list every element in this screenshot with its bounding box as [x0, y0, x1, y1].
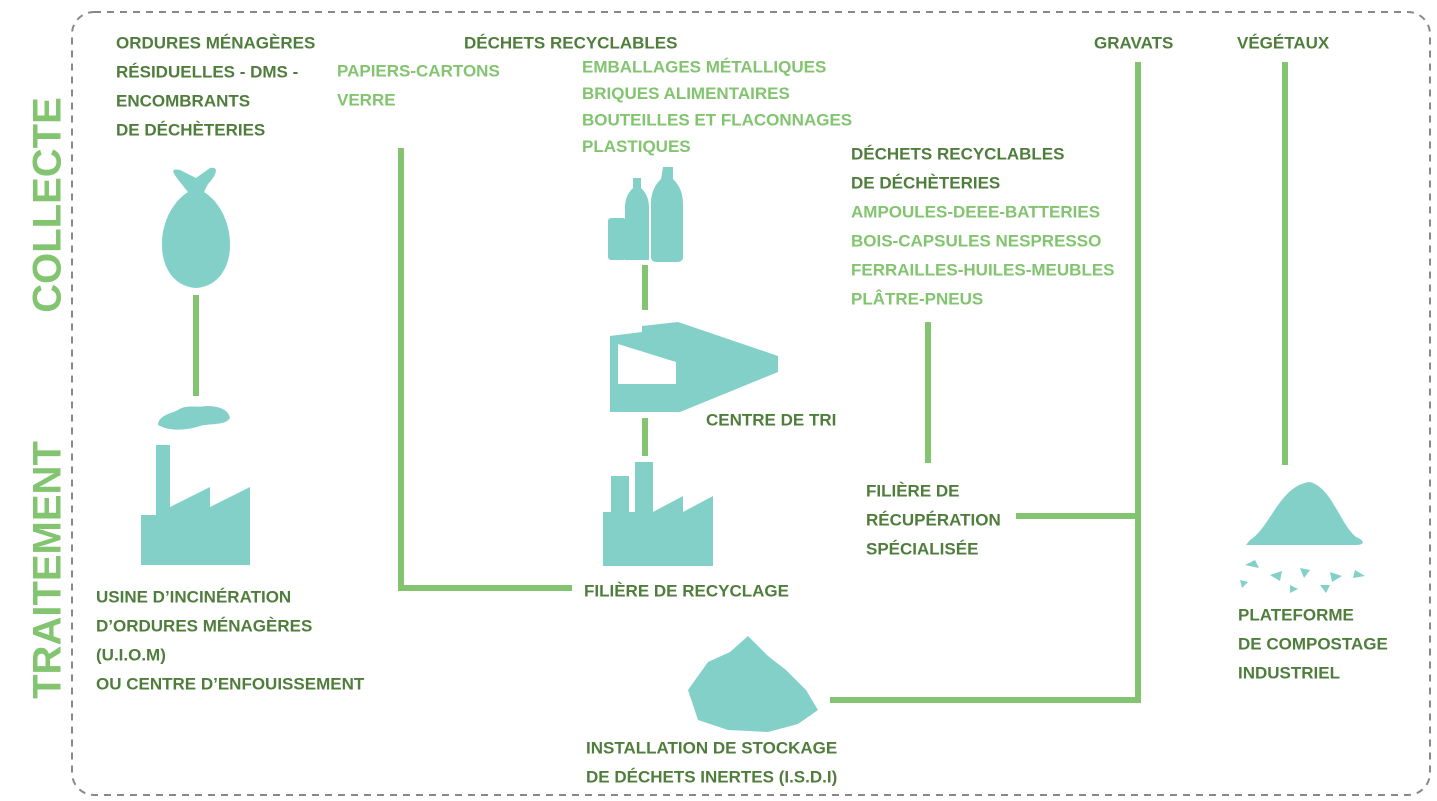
- diagram: COLLECTE TRAITEMENT ORDURES MÉNAGÈRES RÉS…: [0, 0, 1437, 801]
- label: DÉCHETS RECYCLABLES: [851, 144, 1064, 163]
- label: FILIÈRE DE: [866, 481, 960, 500]
- label: FERRAILLES-HUILES-MEUBLES: [851, 260, 1115, 279]
- label: USINE D’INCINÉRATION: [96, 587, 291, 606]
- icons: [141, 167, 1365, 732]
- label: DE DÉCHÈTERIES: [116, 120, 265, 139]
- label: BRIQUES ALIMENTAIRES: [582, 84, 790, 103]
- label: BOUTEILLES ET FLACONNAGES: [582, 110, 852, 129]
- label: OU CENTRE D’ENFOUISSEMENT: [96, 674, 365, 693]
- label: D’ORDURES MÉNAGÈRES: [96, 616, 312, 635]
- label: (U.I.O.M): [96, 645, 166, 664]
- label: ORDURES MÉNAGÈRES: [116, 33, 315, 52]
- label: SPÉCIALISÉE: [866, 539, 978, 558]
- label: AMPOULES-DEEE-BATTERIES: [851, 202, 1100, 221]
- side-label: TRAITEMENT: [26, 441, 70, 699]
- label: INSTALLATION DE STOCKAGE: [586, 738, 837, 757]
- label: GRAVATS: [1094, 33, 1173, 52]
- label: VÉGÉTAUX: [1237, 33, 1330, 52]
- label: RÉSIDUELLES - DMS -: [116, 62, 298, 81]
- label: CENTRE DE TRI: [706, 410, 836, 429]
- label: INDUSTRIEL: [1238, 663, 1340, 682]
- label: BOIS-CAPSULES NESPRESSO: [851, 231, 1101, 250]
- label: PLASTIQUES: [582, 137, 691, 156]
- label: EMBALLAGES MÉTALLIQUES: [582, 57, 826, 76]
- label: ENCOMBRANTS: [116, 91, 250, 110]
- label: DE COMPOSTAGE: [1238, 634, 1388, 653]
- label: FILIÈRE DE RECYCLAGE: [584, 581, 789, 600]
- label: RÉCUPÉRATION: [866, 510, 1001, 529]
- side-label: COLLECTE: [26, 97, 70, 313]
- label: PLÂTRE-PNEUS: [851, 289, 983, 308]
- label: DÉCHETS RECYCLABLES: [464, 33, 677, 52]
- label: DE DÉCHÈTERIES: [851, 173, 1000, 192]
- label: PAPIERS-CARTONS: [337, 61, 500, 80]
- label: PLATEFORME: [1238, 605, 1354, 624]
- label: VERRE: [337, 90, 396, 109]
- label: DE DÉCHETS INERTES (I.S.D.I): [586, 767, 837, 786]
